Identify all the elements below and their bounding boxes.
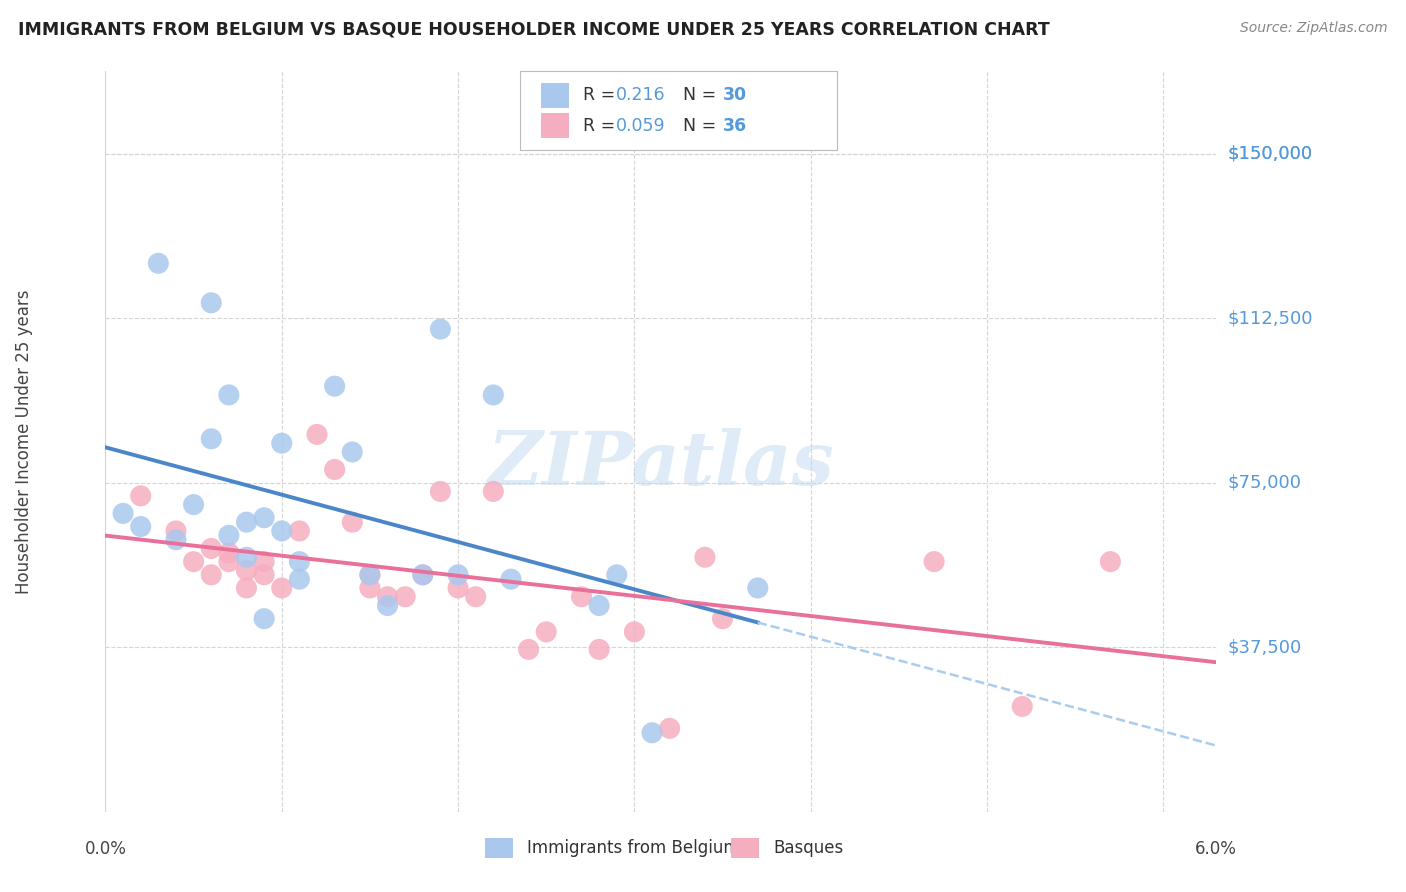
Text: $37,500: $37,500 bbox=[1227, 638, 1302, 657]
Point bbox=[288, 524, 311, 538]
Text: 0.0%: 0.0% bbox=[84, 840, 127, 858]
Text: 36: 36 bbox=[723, 117, 747, 135]
Point bbox=[270, 581, 292, 595]
Point bbox=[218, 555, 240, 569]
Point bbox=[200, 567, 222, 582]
Point bbox=[235, 550, 257, 565]
Text: Source: ZipAtlas.com: Source: ZipAtlas.com bbox=[1240, 21, 1388, 35]
Point bbox=[112, 507, 135, 521]
Point bbox=[447, 581, 470, 595]
Point bbox=[482, 484, 505, 499]
Point bbox=[499, 572, 522, 586]
Point bbox=[253, 612, 276, 626]
Point bbox=[323, 379, 346, 393]
Text: 30: 30 bbox=[723, 87, 747, 104]
Point bbox=[235, 563, 257, 577]
Point bbox=[623, 624, 645, 639]
Text: N =: N = bbox=[672, 117, 721, 135]
Text: N =: N = bbox=[672, 87, 721, 104]
Point bbox=[588, 599, 610, 613]
Point bbox=[377, 590, 399, 604]
Text: $112,500: $112,500 bbox=[1227, 310, 1313, 327]
Point bbox=[305, 427, 328, 442]
Point bbox=[200, 295, 222, 310]
Point bbox=[218, 546, 240, 560]
Point bbox=[218, 388, 240, 402]
Point bbox=[270, 436, 292, 450]
Point bbox=[359, 567, 381, 582]
Text: 0.059: 0.059 bbox=[616, 117, 665, 135]
Point bbox=[1011, 699, 1033, 714]
Point bbox=[183, 498, 205, 512]
Point bbox=[183, 555, 205, 569]
Point bbox=[1099, 555, 1122, 569]
Text: Basques: Basques bbox=[773, 839, 844, 857]
Point bbox=[429, 484, 451, 499]
Point bbox=[148, 256, 170, 270]
Point bbox=[658, 722, 681, 736]
Point bbox=[342, 445, 364, 459]
Point bbox=[412, 567, 434, 582]
Point bbox=[447, 567, 470, 582]
Point bbox=[200, 541, 222, 556]
Text: ZIPatlas: ZIPatlas bbox=[488, 427, 834, 500]
Point bbox=[165, 524, 187, 538]
Point bbox=[342, 515, 364, 529]
Point bbox=[218, 528, 240, 542]
Point bbox=[412, 567, 434, 582]
Point bbox=[641, 725, 664, 739]
Text: 0.216: 0.216 bbox=[616, 87, 665, 104]
Point bbox=[359, 581, 381, 595]
Point bbox=[270, 524, 292, 538]
Point bbox=[517, 642, 540, 657]
Point bbox=[534, 624, 557, 639]
Point bbox=[129, 489, 152, 503]
Point bbox=[482, 388, 505, 402]
Point bbox=[606, 567, 628, 582]
Point bbox=[588, 642, 610, 657]
Text: IMMIGRANTS FROM BELGIUM VS BASQUE HOUSEHOLDER INCOME UNDER 25 YEARS CORRELATION : IMMIGRANTS FROM BELGIUM VS BASQUE HOUSEH… bbox=[18, 21, 1050, 38]
Text: Immigrants from Belgium: Immigrants from Belgium bbox=[527, 839, 740, 857]
Point bbox=[253, 567, 276, 582]
Point bbox=[129, 519, 152, 533]
Text: R =: R = bbox=[583, 117, 621, 135]
Point bbox=[571, 590, 593, 604]
Text: 6.0%: 6.0% bbox=[1195, 840, 1237, 858]
Point bbox=[165, 533, 187, 547]
Point bbox=[235, 515, 257, 529]
Point bbox=[711, 612, 734, 626]
Point bbox=[693, 550, 716, 565]
Text: $150,000: $150,000 bbox=[1227, 145, 1313, 162]
Text: R =: R = bbox=[583, 87, 621, 104]
Point bbox=[429, 322, 451, 336]
Point bbox=[253, 510, 276, 524]
Point bbox=[394, 590, 416, 604]
Point bbox=[288, 572, 311, 586]
Point bbox=[359, 567, 381, 582]
Point bbox=[323, 462, 346, 476]
Point bbox=[747, 581, 769, 595]
Point bbox=[922, 555, 945, 569]
Point bbox=[464, 590, 486, 604]
Text: Householder Income Under 25 years: Householder Income Under 25 years bbox=[15, 289, 32, 594]
Point bbox=[377, 599, 399, 613]
Point bbox=[200, 432, 222, 446]
Point bbox=[253, 555, 276, 569]
Text: $75,000: $75,000 bbox=[1227, 474, 1302, 491]
Point bbox=[288, 555, 311, 569]
Point bbox=[235, 581, 257, 595]
Text: $150,000: $150,000 bbox=[1227, 145, 1313, 162]
